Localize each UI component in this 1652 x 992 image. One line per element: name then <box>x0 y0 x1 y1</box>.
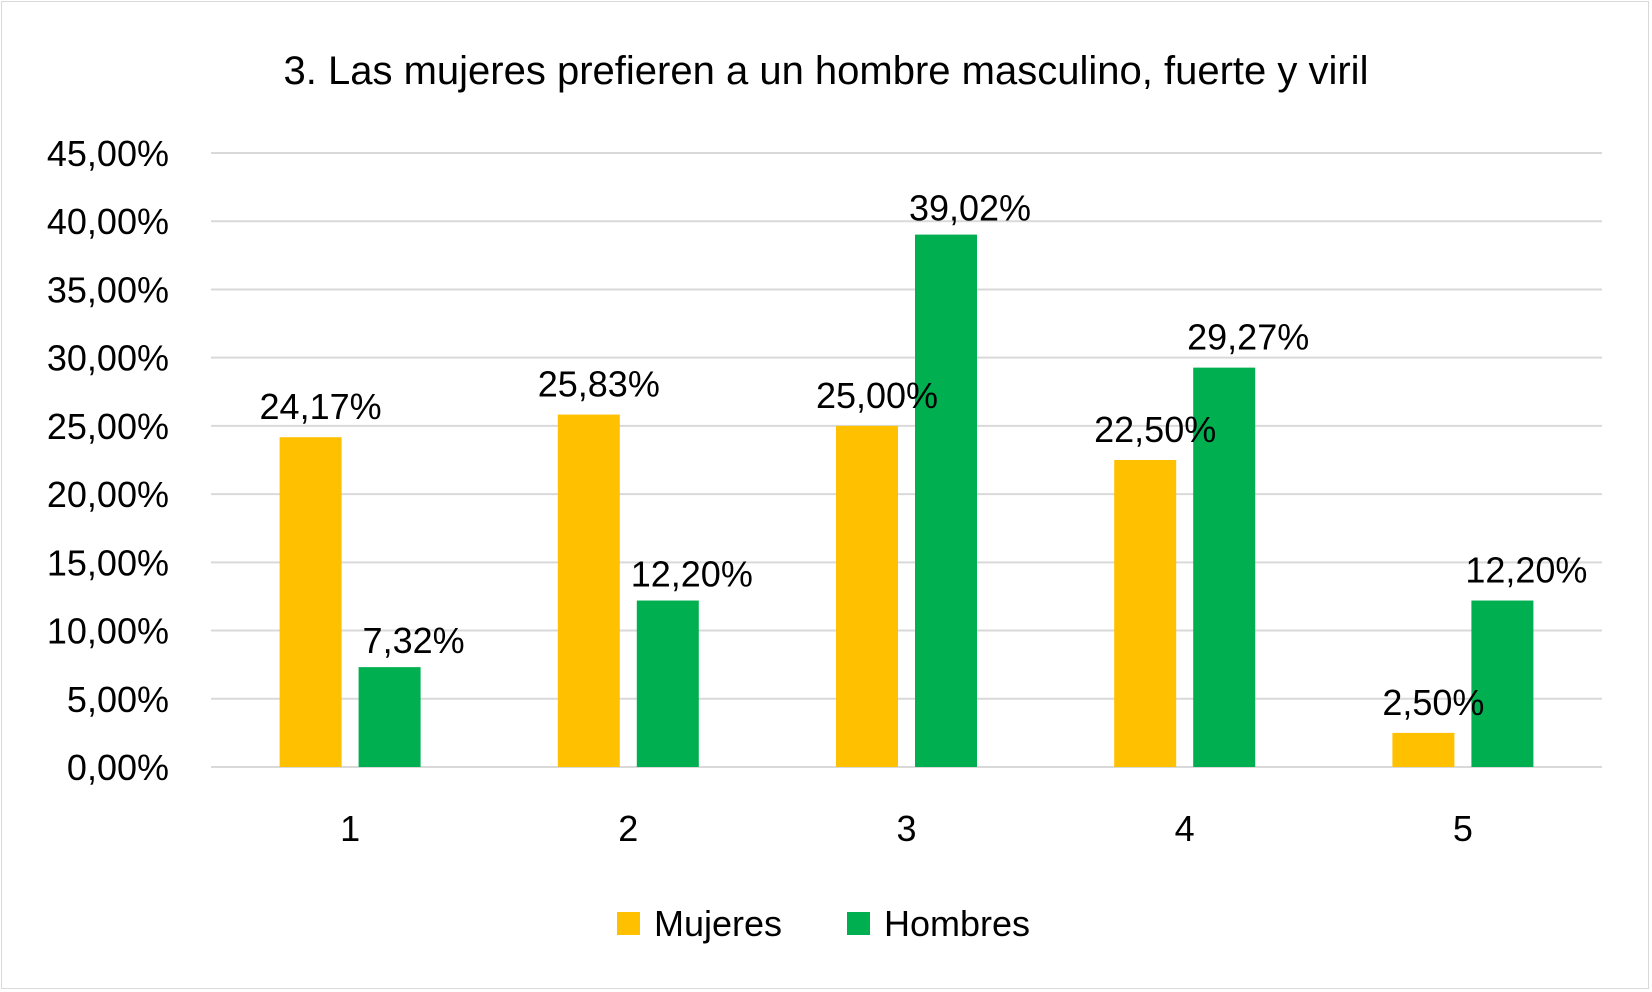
gridlines <box>211 152 1602 768</box>
bar-mujeres-1 <box>279 437 342 767</box>
data-label-mujeres-1: 24,17% <box>260 386 382 427</box>
bar-hombres-2 <box>636 600 699 767</box>
data-label-hombres-5: 12,20% <box>1465 550 1587 591</box>
y-axis-tick-labels: 0,00% 5,00% 10,00% 15,00% 20,00% 25,00% 30,00%… <box>47 133 169 788</box>
x-tick-label: 1 <box>340 808 360 849</box>
legend-label-mujeres: Mujeres <box>654 903 782 944</box>
data-labels: 24,17% 7,32% 25,83% 12,20% 25,00% 39,02% 22,50… <box>260 188 1588 723</box>
data-label-hombres-4: 29,27% <box>1187 317 1309 358</box>
data-label-mujeres-5: 2,50% <box>1382 682 1484 723</box>
bar-hombres-3 <box>915 234 977 768</box>
data-label-hombres-2: 12,20% <box>631 554 753 595</box>
y-tick-label: 40,00% <box>47 201 169 242</box>
x-tick-label: 2 <box>618 808 638 849</box>
x-tick-label: 5 <box>1453 808 1473 849</box>
x-tick-label: 3 <box>896 808 916 849</box>
legend-swatch-hombres <box>847 912 870 935</box>
legend-swatch-mujeres <box>617 912 640 935</box>
data-label-mujeres-3: 25,00% <box>816 375 938 416</box>
data-label-mujeres-4: 22,50% <box>1094 409 1216 450</box>
data-label-hombres-1: 7,32% <box>363 620 465 661</box>
bar-hombres-5 <box>1471 600 1534 767</box>
bar-mujeres-4 <box>1114 460 1177 767</box>
y-tick-label: 20,00% <box>47 474 169 515</box>
x-tick-label: 4 <box>1175 808 1195 849</box>
data-label-mujeres-2: 25,83% <box>538 364 660 405</box>
y-tick-label: 10,00% <box>47 611 169 652</box>
bar-hombres-4 <box>1193 367 1256 767</box>
y-tick-label: 35,00% <box>47 269 169 310</box>
bar-mujeres-2 <box>557 414 620 767</box>
y-tick-label: 25,00% <box>47 406 169 447</box>
bar-mujeres-5 <box>1392 732 1455 767</box>
data-label-hombres-3: 39,02% <box>909 188 1031 229</box>
y-tick-label: 0,00% <box>67 747 169 788</box>
bars <box>279 234 1534 768</box>
y-tick-label: 45,00% <box>47 133 169 174</box>
legend-label-hombres: Hombres <box>884 903 1030 944</box>
chart-title: 3. Las mujeres prefieren a un hombre mas… <box>284 49 1369 93</box>
legend: Mujeres Hombres <box>617 903 1030 944</box>
bar-hombres-1 <box>358 667 421 767</box>
y-tick-label: 5,00% <box>67 679 169 720</box>
x-axis-tick-labels: 1 2 3 4 5 <box>340 808 1473 849</box>
bar-mujeres-3 <box>836 425 898 767</box>
y-tick-label: 15,00% <box>47 542 169 583</box>
y-tick-label: 30,00% <box>47 338 169 379</box>
